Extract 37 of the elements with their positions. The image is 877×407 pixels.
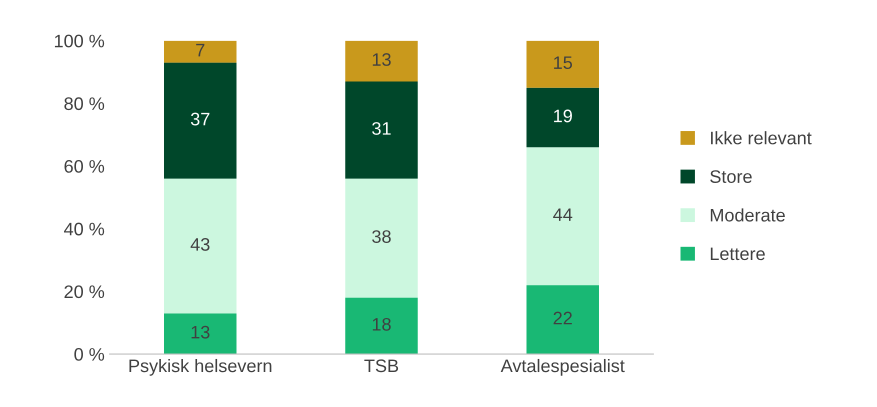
data-label: 7 — [196, 44, 204, 56]
x-tick-label: Psykisk helsevern — [129, 358, 272, 376]
y-tick-label: 20 % — [64, 285, 104, 298]
bar — [345, 178, 418, 298]
y-tick-label: 0 % — [74, 348, 104, 361]
bar — [526, 147, 599, 286]
data-label: 13 — [192, 326, 210, 339]
bar — [526, 88, 599, 148]
legend-label: Ikke relevant — [711, 131, 812, 144]
y-tick-label: 80 % — [64, 97, 104, 110]
data-label: 38 — [372, 230, 391, 243]
bar — [526, 40, 599, 88]
x-tick-label: Avtalespesialist — [500, 358, 625, 376]
y-tick-label: 60 % — [64, 160, 104, 173]
bar — [345, 81, 418, 179]
data-label: 15 — [554, 56, 572, 70]
bar — [345, 298, 418, 354]
data-label: 43 — [190, 238, 210, 251]
data-label: 31 — [372, 122, 391, 135]
bar — [164, 178, 236, 314]
data-label: 19 — [554, 110, 572, 122]
y-tick-label: 100 % — [54, 34, 104, 48]
bar — [164, 313, 236, 354]
legend-label: Moderate — [710, 208, 785, 222]
x-tick-label: TSB — [364, 359, 398, 372]
y-tick-label: 40 % — [64, 222, 104, 236]
bar — [164, 40, 236, 63]
data-label: 18 — [372, 318, 391, 331]
data-label: 22 — [554, 312, 572, 324]
legend-label: Lettere — [710, 248, 765, 260]
bar — [164, 62, 236, 179]
bar — [526, 285, 599, 354]
bar — [345, 40, 418, 82]
data-label: 37 — [190, 112, 210, 126]
data-label: 13 — [372, 53, 391, 66]
legend-label: Store — [710, 170, 752, 183]
data-label: 44 — [553, 208, 572, 221]
